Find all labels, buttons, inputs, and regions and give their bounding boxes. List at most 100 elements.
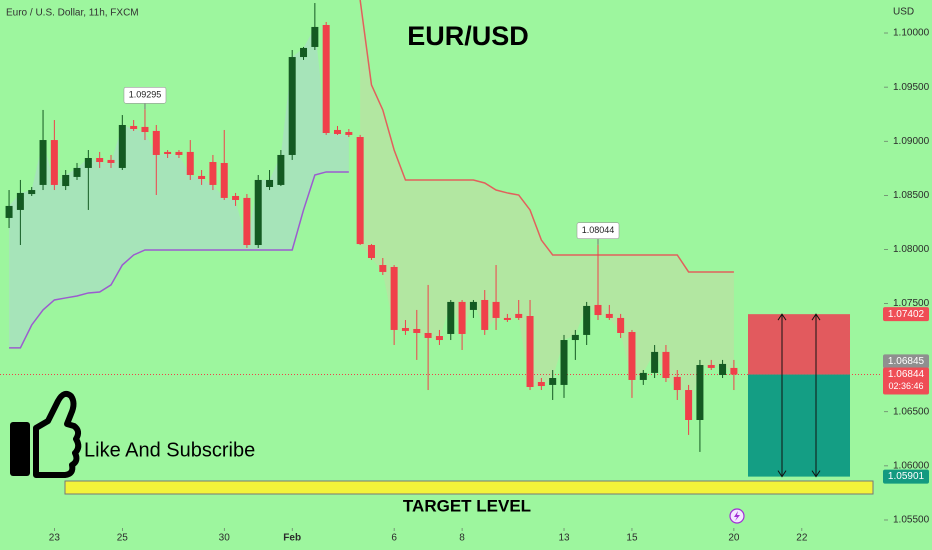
countdown-label: 02:36:46 [888,381,923,391]
entry-price-label: 1.06844 [888,369,925,380]
candle-body [277,154,285,185]
candle-body [175,151,183,155]
candle-body [594,304,602,316]
like-subscribe-text: Like And Subscribe [84,439,255,461]
candle-body [492,301,500,318]
entry-price-box [883,367,929,395]
x-tick-label: 13 [558,533,570,544]
candle-body [515,313,523,318]
callout-box [123,87,167,104]
x-tick-label: 15 [626,533,638,544]
candle-body [311,26,319,47]
y-tick-label: 1.07500 [893,298,930,309]
candle-body [719,363,727,375]
candle-body [254,179,262,246]
candle-body [356,137,364,245]
candle-body [696,365,704,420]
target-bar [64,480,874,495]
candle-body [707,365,715,368]
candle-body [266,179,274,188]
candle-body [16,192,24,210]
icon-cuff [10,422,30,476]
y-tick-label: 1.10000 [893,28,930,39]
symbol-header: Euro / U.S. Dollar, 11h, FXCM [6,8,139,19]
candle-body [243,197,251,246]
y-tick-label: 1.06000 [893,461,930,472]
candle-body [164,151,172,154]
candle-body [651,351,659,373]
arrow-head [811,470,821,478]
thumbs-up-icon [10,390,82,478]
candle-body [50,140,58,185]
currency-label: USD [893,7,914,18]
candle-body [334,129,342,134]
candle-body [537,382,545,387]
band-line [359,0,734,273]
candle-body [617,317,625,333]
candle-body [62,174,70,187]
y-tick-label: 1.05500 [893,515,930,526]
x-tick-label: 23 [49,533,61,544]
candle-body [435,336,443,341]
prev-price-label-box [883,354,929,369]
candle-body [628,332,636,380]
candle-body [300,47,308,58]
candle-body [379,265,387,272]
candle-body [685,390,693,420]
candle-body [639,372,647,380]
candle-body [730,367,738,375]
y-tick-label: 1.06500 [893,406,930,417]
candle-body [345,132,353,135]
candle-body [141,126,149,133]
candle-body [232,195,240,200]
y-tick-label: 1.08500 [893,190,930,201]
event-bolt [734,511,740,521]
candle-body [447,301,455,334]
candle-body [130,125,138,129]
icon-hand [33,390,82,478]
target-price-label: 1.05901 [888,471,925,482]
candle-body [152,130,160,155]
stop-price-label-box [883,307,929,322]
x-tick-label: 20 [728,533,740,544]
stop-price-label: 1.07402 [888,309,925,320]
candle-body [96,157,104,163]
candle-body [662,351,670,379]
candle-body [583,305,591,335]
candle-body [413,328,421,333]
x-tick-label: Feb [283,533,301,544]
candle-body [367,245,375,258]
arrow-head [777,470,787,478]
candle-body [481,299,489,330]
y-tick-label: 1.08000 [893,244,930,255]
candle-body [28,190,36,195]
x-tick-label: 22 [796,533,808,544]
candle-body [605,313,613,318]
candle-body [549,378,557,385]
target-zone [748,374,850,477]
candle-body [571,334,579,341]
candle-body [322,24,330,134]
stop-zone [748,314,850,375]
y-tick-label: 1.09000 [893,136,930,147]
candle-body [469,301,477,310]
x-tick-label: 25 [117,533,129,544]
event-icon [729,508,745,524]
candle-body [220,162,228,198]
arrow-head [777,313,787,321]
candle-body [503,317,511,321]
candle-body [401,328,409,331]
candle-body [5,205,13,218]
candle-body [198,175,206,179]
callout-label: 1.08044 [582,225,615,235]
candle-body [424,332,432,338]
x-tick-label: 8 [459,533,465,544]
band-line [9,171,349,349]
candle-body [186,151,194,175]
candle-body [209,162,217,185]
candle-body [39,140,47,185]
chart-title: EUR/USD [407,21,529,51]
callout-box [576,222,620,239]
